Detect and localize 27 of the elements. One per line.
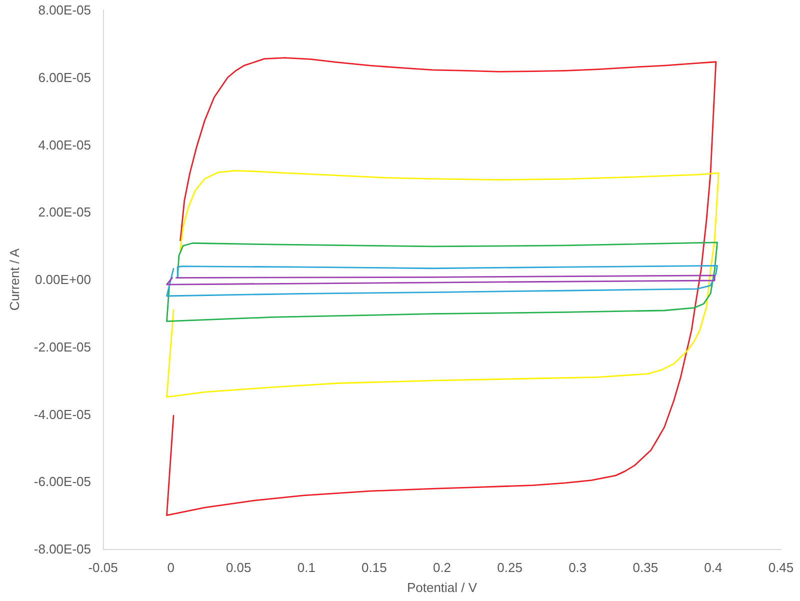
x-tick-label: 0.05 bbox=[226, 560, 252, 575]
line-series bbox=[166, 274, 716, 286]
y-tick-label: 2.00E-05 bbox=[38, 204, 91, 220]
x-tick-label: 0 bbox=[167, 560, 174, 575]
line-series bbox=[166, 242, 718, 322]
y-axis-title: Current / A bbox=[7, 248, 22, 311]
line-series bbox=[166, 57, 717, 516]
x-axis-title: Potential / V bbox=[406, 580, 478, 595]
line-series bbox=[166, 264, 718, 297]
x-tick-label: 0.2 bbox=[432, 560, 452, 575]
x-tick-label: 0.25 bbox=[497, 560, 522, 575]
x-tick-label: 0.3 bbox=[568, 560, 587, 575]
x-tick-label: 0.4 bbox=[704, 560, 722, 575]
x-tick-label: 0.45 bbox=[768, 560, 794, 575]
y-tick-label: -8.00E-05 bbox=[34, 542, 91, 556]
y-tick-label: 0.00E+00 bbox=[34, 272, 91, 287]
x-tick-label: 0.15 bbox=[362, 560, 387, 575]
x-tick-label: -0.05 bbox=[88, 560, 118, 575]
y-tick-label: 6.00E-05 bbox=[38, 70, 91, 85]
x-tick-label: 0.1 bbox=[297, 560, 316, 575]
y-tick-label: -6.00E-05 bbox=[34, 474, 91, 490]
y-tick-label: -4.00E-05 bbox=[34, 406, 91, 422]
x-tick-label: 0.35 bbox=[632, 560, 658, 575]
line-series bbox=[166, 170, 720, 398]
y-tick-label: 8.00E-05 bbox=[38, 2, 91, 18]
y-tick-label: -2.00E-05 bbox=[34, 339, 91, 354]
y-tick-label: 4.00E-05 bbox=[38, 137, 91, 152]
